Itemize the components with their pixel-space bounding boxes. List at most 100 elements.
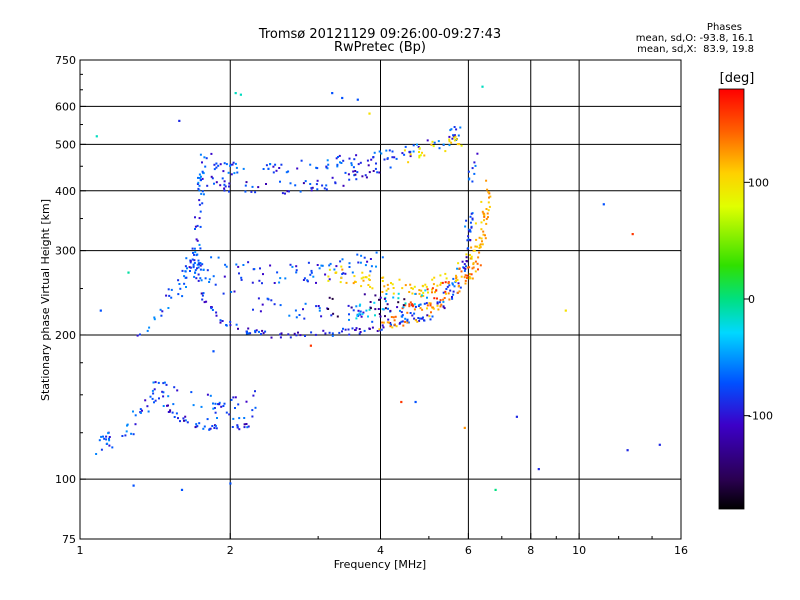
data-point (295, 271, 298, 274)
data-point (237, 265, 240, 268)
data-point (286, 190, 289, 193)
data-point (139, 333, 141, 336)
data-point (225, 411, 228, 414)
data-point (409, 312, 412, 314)
data-point (298, 314, 301, 316)
data-point (258, 279, 261, 282)
data-point (201, 170, 204, 173)
data-point (374, 167, 377, 170)
isolated-point (368, 112, 371, 115)
data-point (339, 260, 342, 263)
data-point (467, 235, 470, 238)
data-point (369, 258, 372, 260)
data-point (160, 314, 163, 317)
data-point (476, 262, 479, 265)
data-point (247, 425, 250, 428)
data-point (411, 287, 414, 290)
data-point (236, 171, 239, 174)
data-point (471, 180, 474, 183)
data-point (436, 302, 439, 305)
data-point (199, 264, 202, 267)
data-point (362, 311, 365, 314)
data-point (199, 179, 202, 182)
data-point (485, 217, 488, 220)
data-point (198, 203, 201, 206)
data-point (236, 425, 239, 428)
data-point (444, 150, 447, 153)
data-point (474, 245, 477, 248)
data-point (482, 233, 485, 236)
data-point (231, 426, 234, 428)
data-point (198, 422, 201, 425)
data-point (411, 304, 414, 307)
data-point (467, 228, 470, 231)
data-point (360, 277, 363, 280)
data-point (457, 282, 460, 285)
data-point (423, 302, 426, 305)
data-point (433, 297, 436, 300)
y-tick-label: 400 (55, 185, 76, 198)
data-point (199, 268, 202, 271)
data-point (470, 257, 473, 260)
data-point (426, 307, 428, 310)
data-point (347, 304, 350, 307)
data-point (238, 428, 241, 431)
data-point (177, 417, 179, 420)
data-point (395, 325, 398, 328)
data-point (474, 260, 477, 263)
data-point (435, 289, 438, 292)
data-point (300, 159, 303, 162)
data-point (289, 336, 292, 339)
data-point (181, 269, 184, 272)
data-point (418, 151, 420, 153)
data-point (294, 184, 297, 187)
data-point (412, 144, 415, 147)
data-point (432, 306, 434, 309)
data-point (262, 273, 264, 276)
data-point (328, 296, 331, 299)
data-point (330, 314, 333, 317)
data-point (422, 285, 425, 288)
data-point (259, 267, 261, 270)
data-point (204, 277, 207, 280)
data-point (230, 173, 233, 176)
data-point (474, 222, 477, 225)
data-point (325, 166, 328, 169)
data-point (103, 437, 106, 440)
isolated-point (481, 85, 484, 88)
data-point (436, 284, 439, 287)
data-point (210, 152, 213, 155)
data-point (250, 190, 253, 193)
data-point (194, 228, 196, 230)
data-point (287, 170, 290, 173)
data-point (197, 279, 200, 282)
data-point (372, 170, 375, 172)
data-point (236, 424, 239, 427)
data-point (221, 320, 224, 322)
data-point (217, 256, 220, 259)
stats-line-o: mean, sd,O: -93.8, 16.1 (635, 33, 754, 44)
data-point (246, 426, 249, 429)
data-point (431, 140, 434, 143)
data-point (426, 304, 429, 307)
data-point (351, 271, 354, 274)
data-point (444, 272, 447, 275)
y-tick-label: 600 (55, 100, 76, 113)
data-point (378, 150, 381, 153)
data-point (472, 266, 475, 269)
data-point (108, 439, 111, 442)
data-point (365, 309, 368, 312)
data-point (450, 128, 453, 131)
data-point (375, 251, 378, 254)
data-point (179, 287, 182, 290)
data-point (358, 312, 361, 315)
data-point (355, 327, 358, 330)
data-point (488, 205, 491, 208)
data-point (385, 149, 388, 152)
data-point (167, 288, 170, 291)
data-point (365, 176, 368, 179)
data-point (254, 331, 257, 334)
data-point (218, 403, 221, 406)
data-point (149, 395, 152, 398)
